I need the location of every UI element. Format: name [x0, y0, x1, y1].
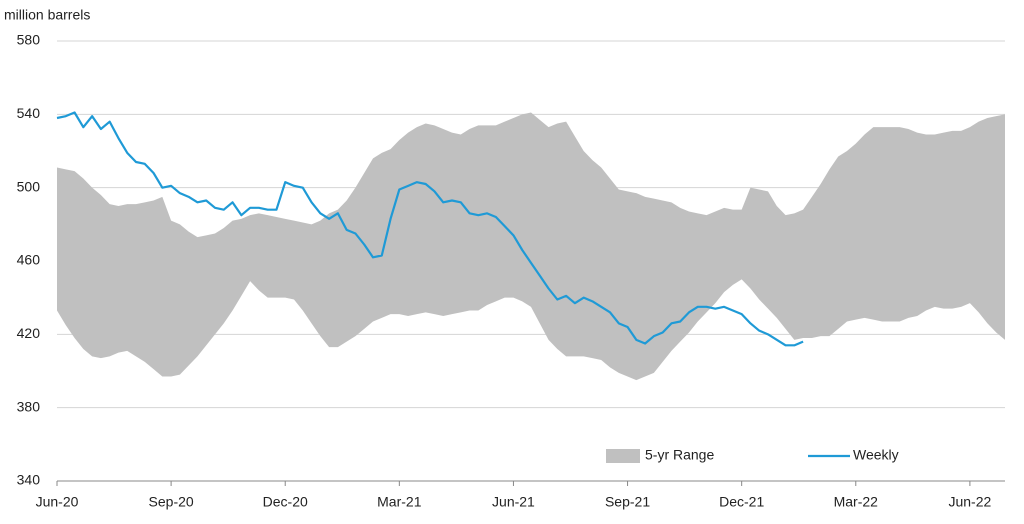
legend-label: 5-yr Range	[645, 447, 714, 463]
y-tick-label: 380	[17, 398, 41, 414]
x-tick-label: Mar-21	[377, 494, 422, 510]
y-tick-label: 460	[17, 252, 41, 268]
x-tick-label: Dec-20	[263, 494, 308, 510]
y-tick-label: 580	[17, 32, 41, 48]
y-tick-label: 340	[17, 472, 41, 488]
x-tick-label: Sep-20	[149, 494, 194, 510]
x-tick-label: Mar-22	[834, 494, 879, 510]
legend-label: Weekly	[853, 447, 899, 463]
weekly-line	[56, 111, 804, 347]
range-area	[57, 112, 1005, 381]
x-tick-label: Jun-22	[948, 494, 991, 510]
x-tick-label: Jun-20	[36, 494, 79, 510]
y-axis-label: million barrels	[4, 7, 90, 23]
y-tick-label: 500	[17, 178, 41, 194]
x-tick-label: Sep-21	[605, 494, 650, 510]
legend-swatch	[606, 449, 640, 463]
x-tick-label: Dec-21	[719, 494, 764, 510]
y-tick-label: 420	[17, 325, 41, 341]
y-tick-label: 540	[17, 105, 41, 121]
x-tick-label: Jun-21	[492, 494, 535, 510]
